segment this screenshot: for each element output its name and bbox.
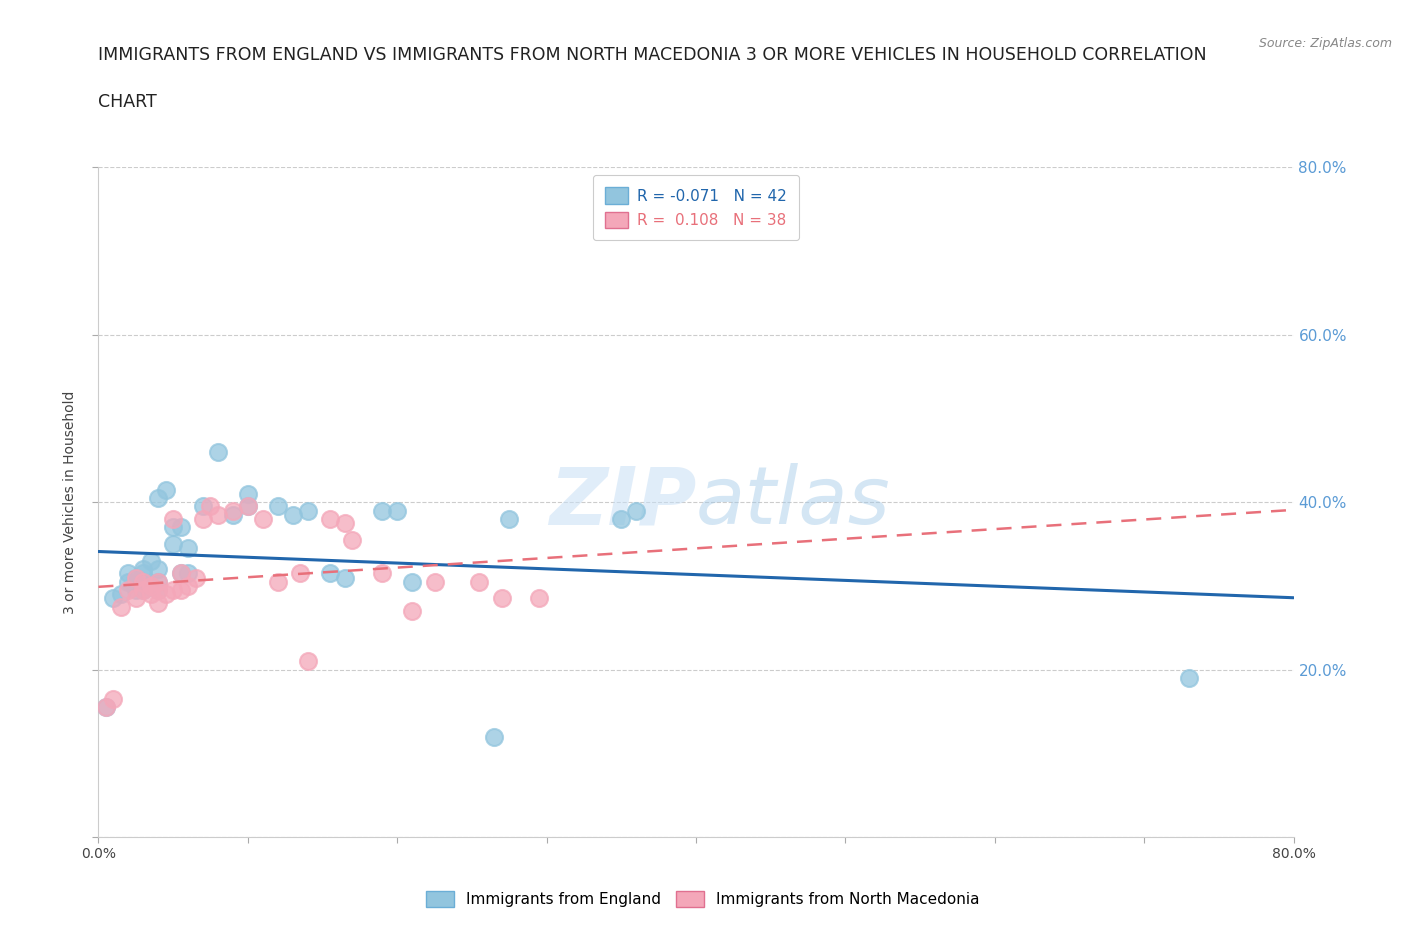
Point	[139, 578, 162, 593]
Point	[267, 575, 290, 590]
Point	[1178, 671, 1201, 685]
Point	[401, 575, 423, 590]
Point	[610, 512, 633, 526]
Point	[110, 587, 132, 602]
Point	[333, 570, 356, 585]
Point	[155, 587, 177, 602]
Point	[297, 654, 319, 669]
Point	[371, 565, 394, 580]
Point	[103, 692, 125, 707]
Point	[484, 729, 506, 744]
Point	[177, 541, 200, 556]
Point	[125, 570, 148, 585]
Point	[191, 499, 214, 514]
Point	[319, 565, 342, 580]
Point	[139, 553, 162, 568]
Point	[423, 575, 446, 590]
Point	[125, 591, 148, 606]
Point	[401, 604, 423, 618]
Point	[117, 565, 139, 580]
Legend: R = -0.071   N = 42, R =  0.108   N = 38: R = -0.071 N = 42, R = 0.108 N = 38	[593, 175, 799, 241]
Point	[491, 591, 513, 606]
Point	[148, 491, 170, 506]
Point	[319, 512, 342, 526]
Point	[297, 503, 319, 518]
Point	[94, 700, 117, 715]
Point	[132, 582, 155, 598]
Point	[132, 575, 155, 590]
Point	[267, 499, 290, 514]
Point	[498, 512, 520, 526]
Point	[148, 562, 170, 577]
Point	[132, 582, 155, 598]
Point	[222, 503, 245, 518]
Point	[385, 503, 409, 518]
Text: IMMIGRANTS FROM ENGLAND VS IMMIGRANTS FROM NORTH MACEDONIA 3 OR MORE VEHICLES IN: IMMIGRANTS FROM ENGLAND VS IMMIGRANTS FR…	[98, 46, 1206, 64]
Point	[236, 486, 259, 501]
Point	[103, 591, 125, 606]
Point	[148, 582, 170, 598]
Point	[132, 565, 155, 580]
Point	[200, 499, 222, 514]
Point	[148, 595, 170, 610]
Point	[110, 600, 132, 615]
Text: CHART: CHART	[98, 93, 157, 111]
Y-axis label: 3 or more Vehicles in Household: 3 or more Vehicles in Household	[63, 391, 77, 614]
Point	[371, 503, 394, 518]
Point	[281, 508, 304, 523]
Point	[117, 582, 139, 598]
Point	[169, 520, 191, 535]
Point	[139, 587, 162, 602]
Point	[117, 575, 139, 590]
Point	[177, 578, 200, 593]
Text: Source: ZipAtlas.com: Source: ZipAtlas.com	[1258, 37, 1392, 50]
Text: ZIP: ZIP	[548, 463, 696, 541]
Point	[125, 582, 148, 598]
Legend: Immigrants from England, Immigrants from North Macedonia: Immigrants from England, Immigrants from…	[420, 884, 986, 913]
Point	[207, 508, 229, 523]
Point	[468, 575, 491, 590]
Point	[148, 575, 170, 590]
Point	[139, 578, 162, 593]
Point	[94, 700, 117, 715]
Point	[288, 565, 311, 580]
Point	[626, 503, 648, 518]
Point	[222, 508, 245, 523]
Point	[169, 582, 191, 598]
Point	[191, 512, 214, 526]
Point	[184, 570, 207, 585]
Point	[527, 591, 550, 606]
Point	[207, 445, 229, 459]
Point	[333, 516, 356, 531]
Point	[132, 562, 155, 577]
Point	[236, 499, 259, 514]
Point	[169, 565, 191, 580]
Point	[155, 483, 177, 498]
Point	[162, 520, 184, 535]
Point	[148, 582, 170, 598]
Point	[162, 512, 184, 526]
Point	[177, 565, 200, 580]
Point	[148, 575, 170, 590]
Point	[125, 570, 148, 585]
Point	[342, 533, 364, 548]
Point	[162, 582, 184, 598]
Point	[132, 575, 155, 590]
Point	[236, 499, 259, 514]
Point	[252, 512, 274, 526]
Text: atlas: atlas	[696, 463, 891, 541]
Point	[169, 565, 191, 580]
Point	[162, 537, 184, 551]
